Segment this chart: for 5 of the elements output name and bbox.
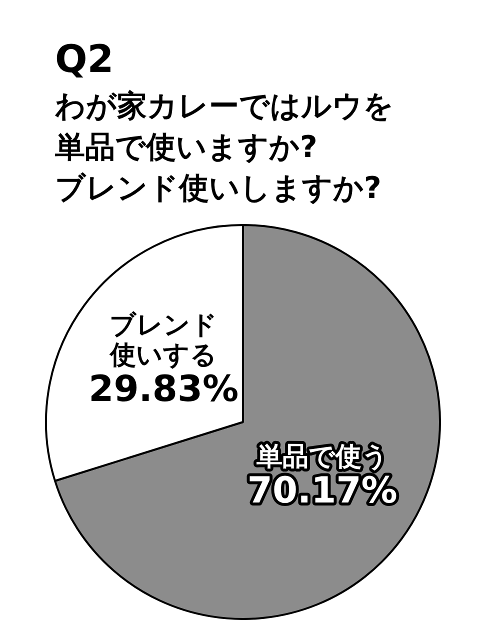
chart-title: Q2 <box>55 37 114 81</box>
slice-label: ブレンド使いする <box>109 310 218 370</box>
data-label: 29.83% <box>88 369 239 410</box>
chart-subtitle: わが家カレーではルウを単品で使いますか?ブレンド使いしますか? <box>55 88 395 208</box>
data-label: 70.17% <box>247 470 398 512</box>
